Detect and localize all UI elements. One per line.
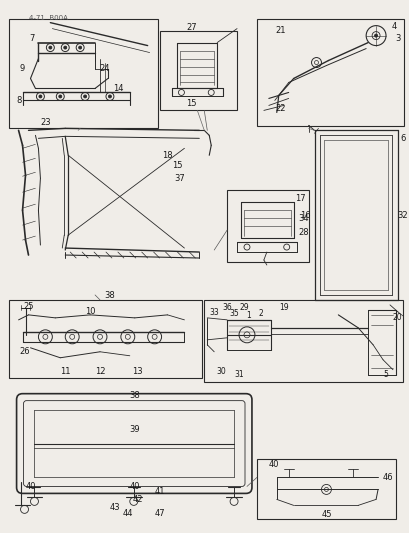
- Text: 44: 44: [122, 509, 133, 518]
- Text: 4: 4: [390, 22, 396, 31]
- Text: 16: 16: [299, 211, 310, 220]
- Text: 38: 38: [129, 391, 140, 400]
- Text: 11: 11: [60, 367, 70, 376]
- Text: 43: 43: [109, 503, 120, 512]
- Text: 8: 8: [16, 96, 21, 105]
- Text: 1: 1: [246, 311, 251, 320]
- Text: 32: 32: [397, 211, 407, 220]
- Circle shape: [374, 34, 377, 37]
- Text: 10: 10: [85, 308, 95, 317]
- Text: 31: 31: [234, 370, 243, 379]
- Text: 35: 35: [229, 309, 238, 318]
- Text: 24: 24: [99, 64, 110, 73]
- Text: 17: 17: [294, 193, 305, 203]
- Text: 45: 45: [320, 510, 331, 519]
- Bar: [227, 190, 308, 262]
- Text: 14: 14: [112, 84, 123, 93]
- Text: 47: 47: [154, 509, 164, 518]
- Text: 21: 21: [275, 26, 285, 35]
- Text: 12: 12: [94, 367, 105, 376]
- Text: 34: 34: [298, 214, 308, 223]
- Bar: [256, 459, 395, 519]
- Text: 20: 20: [392, 313, 402, 322]
- Text: 39: 39: [129, 425, 140, 434]
- Bar: [159, 30, 236, 110]
- Text: 42: 42: [132, 495, 143, 504]
- Circle shape: [79, 46, 81, 49]
- Text: 13: 13: [132, 367, 143, 376]
- Text: 19: 19: [278, 303, 288, 312]
- Text: 29: 29: [238, 303, 248, 312]
- Text: 5: 5: [383, 370, 387, 379]
- Text: 41: 41: [154, 487, 164, 496]
- Text: 38: 38: [104, 292, 115, 301]
- Text: 46: 46: [382, 473, 393, 482]
- Text: 37: 37: [174, 174, 184, 183]
- Text: 9: 9: [20, 64, 25, 73]
- Text: 27: 27: [186, 23, 196, 32]
- Text: 22: 22: [275, 104, 285, 113]
- Bar: [204, 300, 402, 382]
- Bar: [9, 19, 157, 128]
- Text: 18: 18: [162, 151, 173, 160]
- Text: 28: 28: [298, 228, 308, 237]
- Circle shape: [64, 46, 67, 49]
- Text: 40: 40: [129, 482, 139, 491]
- Text: 40: 40: [25, 482, 36, 491]
- Text: 26: 26: [19, 348, 30, 356]
- Text: 30: 30: [216, 367, 225, 376]
- Text: 33: 33: [209, 309, 218, 317]
- Circle shape: [58, 95, 62, 98]
- Text: 15: 15: [172, 161, 182, 170]
- Text: 40: 40: [268, 460, 279, 469]
- Circle shape: [83, 95, 86, 98]
- Text: 25: 25: [23, 302, 34, 311]
- Text: 6: 6: [399, 134, 405, 143]
- Circle shape: [108, 95, 111, 98]
- Circle shape: [49, 46, 52, 49]
- Text: 4-71  B00A: 4-71 B00A: [29, 15, 67, 21]
- Circle shape: [39, 95, 42, 98]
- Bar: [256, 19, 403, 126]
- Text: 2: 2: [258, 309, 263, 318]
- Text: 23: 23: [40, 118, 51, 127]
- Text: 36: 36: [222, 303, 231, 312]
- Text: 7: 7: [30, 34, 35, 43]
- Text: 3: 3: [394, 34, 400, 43]
- Bar: [9, 300, 202, 378]
- Text: 15: 15: [186, 99, 196, 108]
